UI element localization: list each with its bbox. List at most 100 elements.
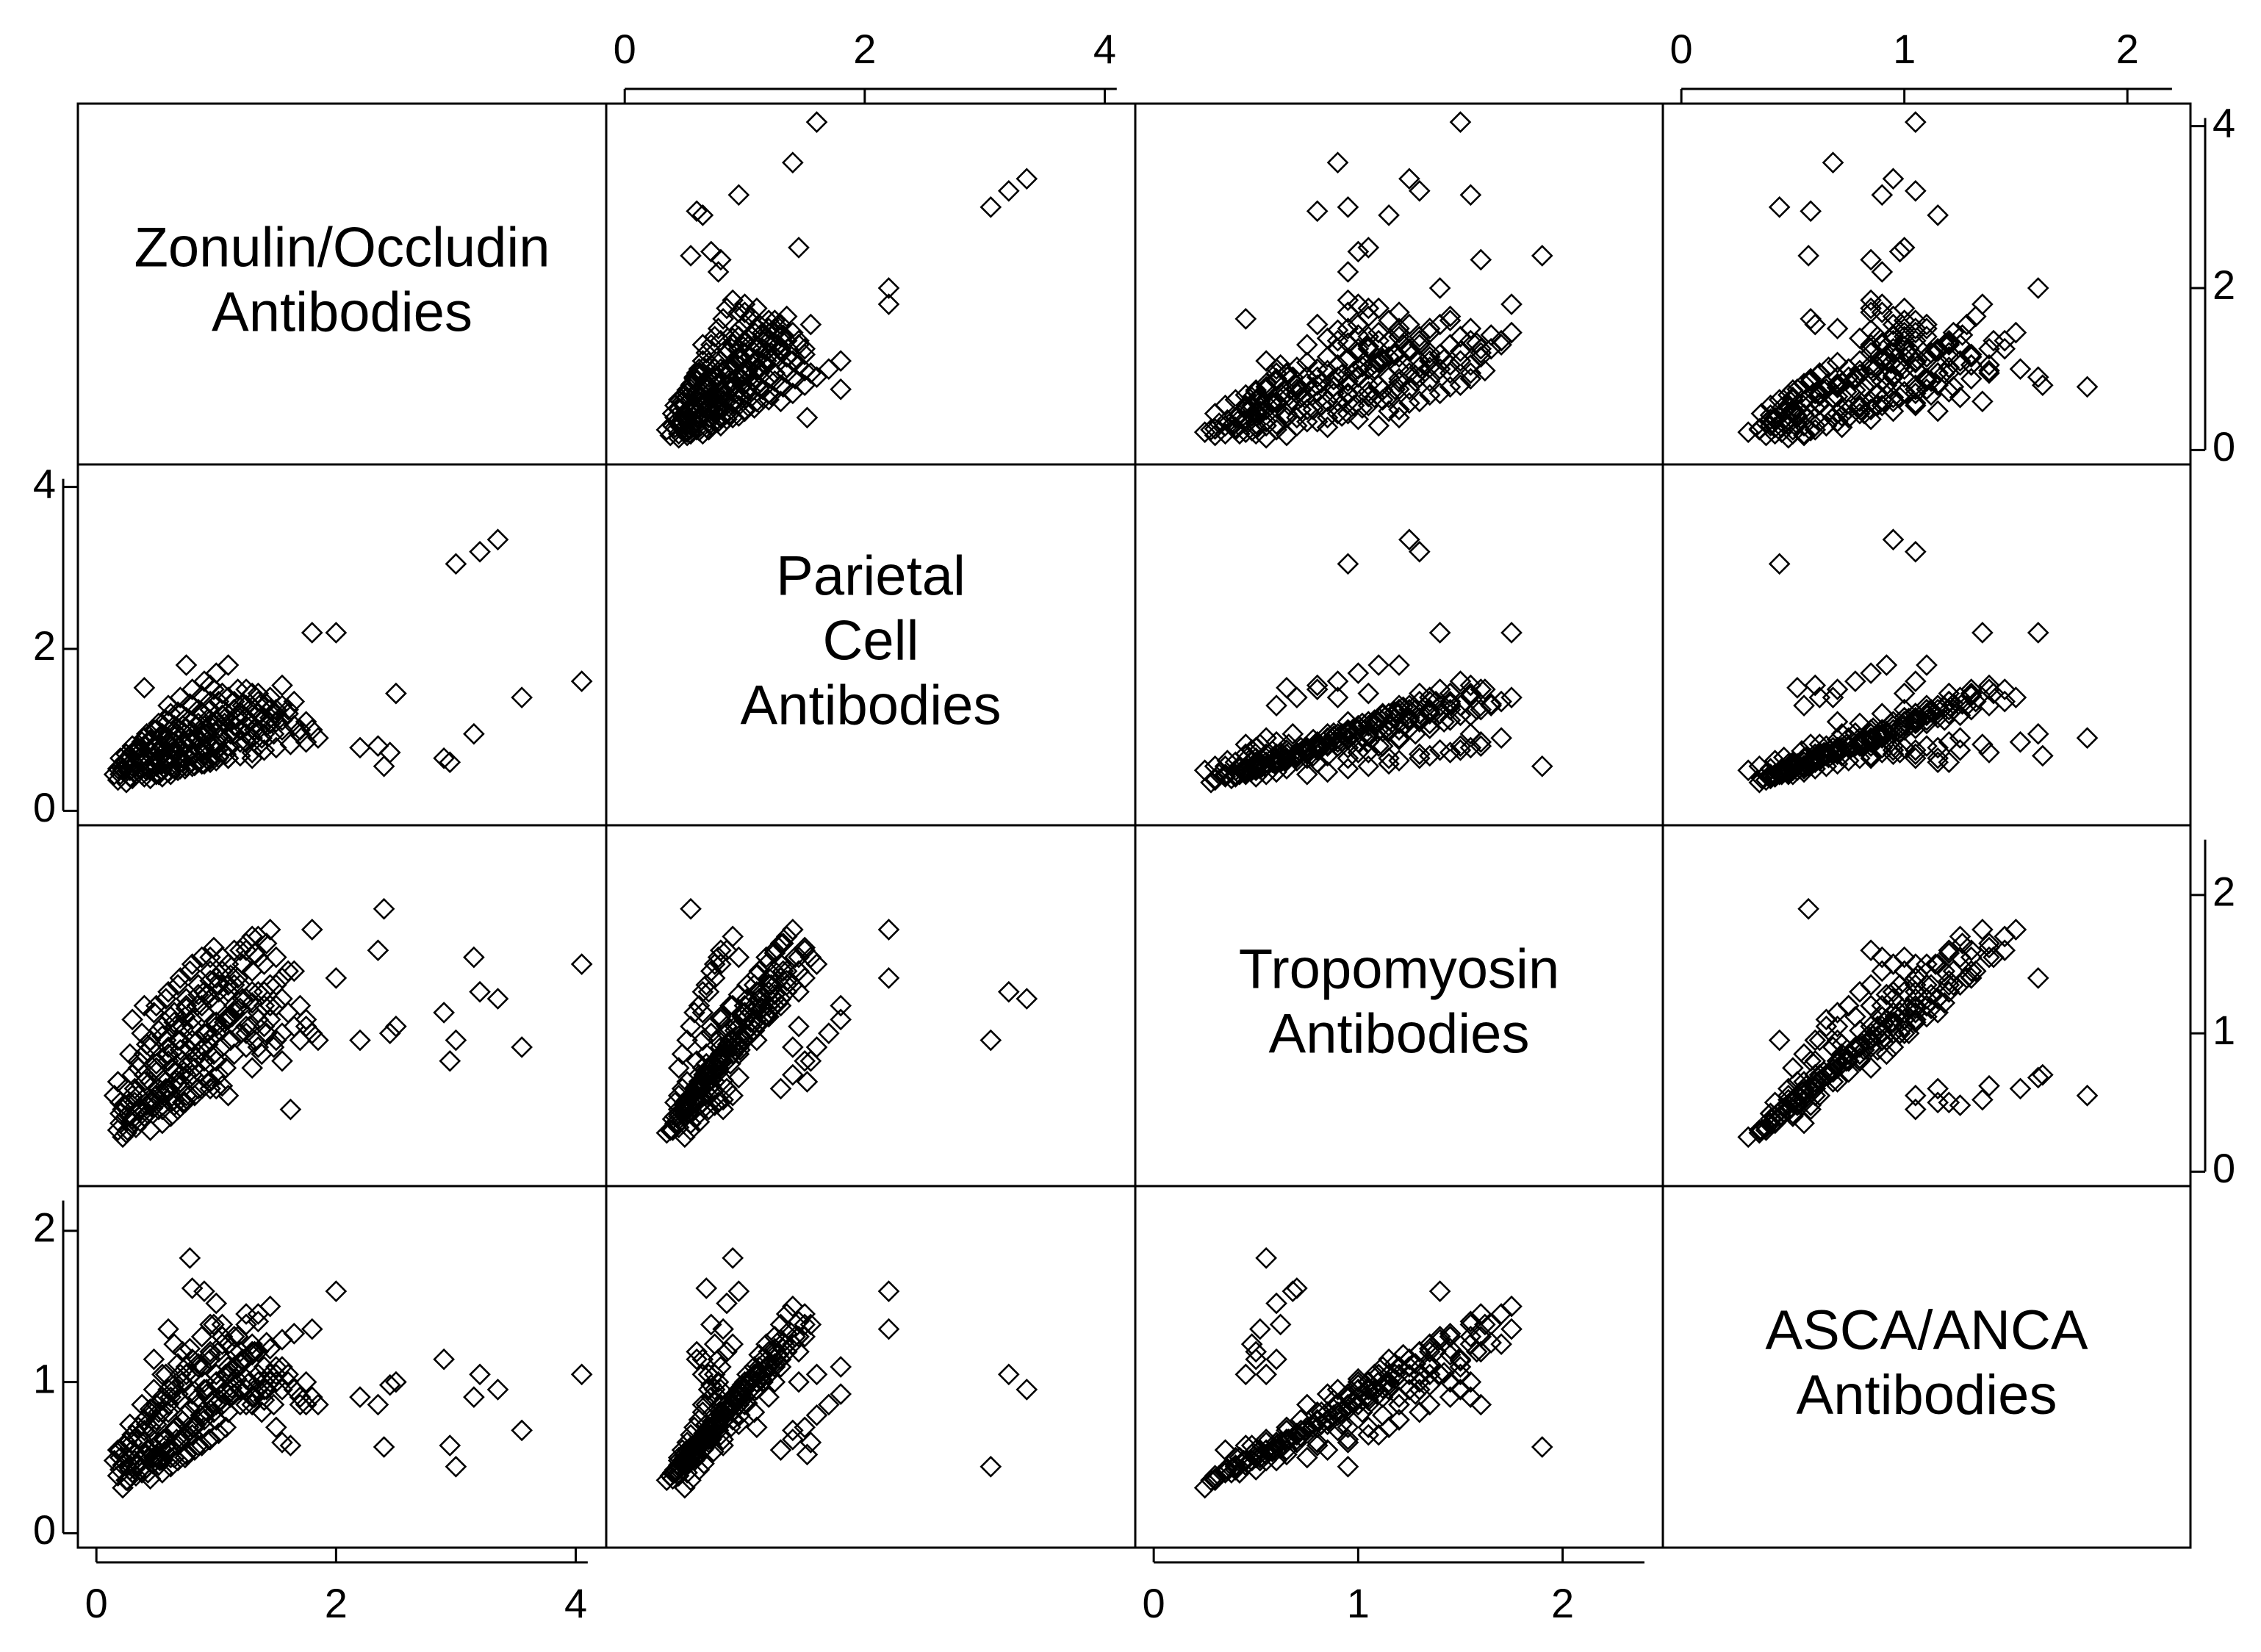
data-point xyxy=(1418,342,1441,364)
data-point xyxy=(1351,356,1373,378)
data-point xyxy=(1326,1393,1349,1416)
data-point xyxy=(325,1280,348,1302)
data-point xyxy=(1849,1019,1871,1042)
data-point xyxy=(1893,719,1916,741)
data-point xyxy=(205,1077,228,1100)
data-point xyxy=(1755,1116,1777,1138)
data-point xyxy=(1418,717,1441,739)
data-point xyxy=(190,1077,213,1100)
data-point xyxy=(794,1303,816,1325)
data-point xyxy=(570,953,593,975)
data-point xyxy=(307,727,329,750)
data-point xyxy=(385,1371,407,1393)
data-point xyxy=(1398,1356,1420,1378)
data-point xyxy=(1331,364,1353,386)
data-point xyxy=(1357,374,1380,397)
tick-label: 2 xyxy=(2213,262,2235,308)
data-point xyxy=(1459,1326,1482,1348)
data-point xyxy=(1849,397,1871,419)
data-point xyxy=(676,1029,698,1052)
data-point xyxy=(235,678,257,700)
data-point xyxy=(1830,416,1853,439)
data-point xyxy=(707,317,730,340)
data-point xyxy=(784,367,806,390)
data-point xyxy=(271,988,293,1010)
data-point xyxy=(1347,1368,1370,1390)
data-point xyxy=(712,1098,734,1121)
data-point xyxy=(733,1386,756,1408)
data-point xyxy=(830,1008,852,1031)
points-group xyxy=(103,528,593,794)
data-point xyxy=(1428,622,1451,644)
data-point xyxy=(1470,1393,1492,1416)
data-point xyxy=(1449,1349,1472,1372)
data-point xyxy=(686,1348,708,1371)
data-point xyxy=(265,703,287,725)
data-point xyxy=(676,409,698,432)
data-point xyxy=(1408,703,1431,725)
data-point xyxy=(1800,1094,1822,1116)
data-point xyxy=(1844,378,1866,401)
data-point xyxy=(1357,1416,1380,1439)
data-point xyxy=(1830,1033,1853,1056)
data-point xyxy=(109,1091,132,1114)
data-point xyxy=(683,367,705,390)
data-point xyxy=(262,1393,285,1416)
data-point xyxy=(716,297,738,320)
data-point xyxy=(1367,654,1390,676)
data-point xyxy=(1759,394,1782,417)
data-point xyxy=(782,1428,804,1451)
data-point xyxy=(1920,342,1942,364)
data-point xyxy=(159,1386,182,1408)
data-point xyxy=(215,1057,237,1080)
data-point xyxy=(1822,151,1844,174)
data-point xyxy=(818,1022,840,1044)
data-point xyxy=(1326,329,1349,352)
data-point xyxy=(1459,722,1482,745)
data-point xyxy=(727,405,750,427)
data-point xyxy=(259,712,281,735)
data-point xyxy=(1404,1353,1427,1375)
data-point xyxy=(1276,677,1298,699)
data-point xyxy=(1449,111,1472,133)
data-point xyxy=(1357,1393,1380,1416)
points-group xyxy=(1737,528,2099,794)
data-point xyxy=(1470,678,1492,700)
data-point xyxy=(121,1008,143,1031)
data-point xyxy=(722,1247,744,1269)
data-point xyxy=(570,1363,593,1386)
data-point xyxy=(1882,743,1905,766)
data-point xyxy=(1351,712,1373,735)
data-point xyxy=(727,1389,750,1412)
data-point xyxy=(1835,381,1858,403)
data-point xyxy=(1849,394,1871,417)
right-axis-tick: 0 xyxy=(2190,423,2235,470)
data-point xyxy=(1849,359,1871,382)
data-point xyxy=(1418,356,1441,378)
data-point xyxy=(782,1036,804,1058)
data-point xyxy=(763,1337,786,1360)
data-point xyxy=(1449,670,1472,692)
data-point xyxy=(1439,305,1462,328)
data-point xyxy=(181,744,204,767)
data-point xyxy=(1294,736,1316,759)
data-point xyxy=(1276,362,1298,385)
data-point xyxy=(219,1029,242,1052)
data-point xyxy=(1306,678,1329,700)
data-point xyxy=(763,1371,786,1393)
data-point xyxy=(1331,405,1353,427)
data-point xyxy=(1337,719,1359,741)
data-point xyxy=(279,1098,302,1121)
data-point xyxy=(1955,313,1978,336)
data-point xyxy=(1826,741,1849,764)
data-point xyxy=(2031,374,2054,397)
data-point xyxy=(1904,739,1927,761)
data-point xyxy=(1224,1454,1247,1476)
data-point xyxy=(1224,759,1247,782)
data-point xyxy=(247,946,270,969)
data-point xyxy=(805,111,828,133)
data-point xyxy=(1265,1432,1287,1454)
data-point xyxy=(1234,1363,1257,1386)
data-point xyxy=(171,1340,194,1363)
data-point xyxy=(763,939,786,962)
